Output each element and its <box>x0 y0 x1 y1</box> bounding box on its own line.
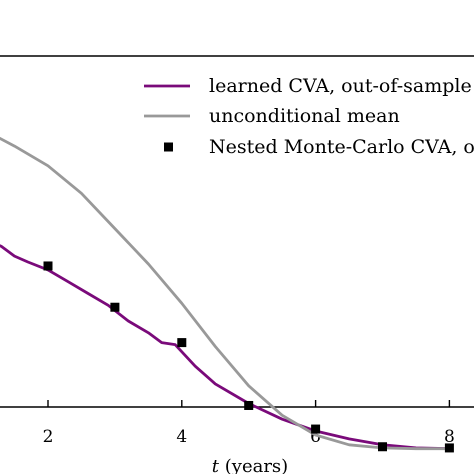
x-tick-label: 6 <box>310 427 321 447</box>
series-marker-point <box>110 302 120 312</box>
series-line-1 <box>0 136 451 451</box>
series-marker-point <box>444 443 454 453</box>
legend: learned CVA, out-of-sample unconditional … <box>144 75 474 158</box>
x-ticks: 2 4 6 8 <box>43 400 455 447</box>
series-marker-point <box>244 400 254 410</box>
legend-marker <box>164 142 173 152</box>
series-marker-point <box>43 261 53 271</box>
x-axis-label: t (years) <box>212 456 288 474</box>
legend-label-0: learned CVA, out-of-sample <box>209 75 472 97</box>
legend-label-1: unconditional mean <box>209 105 400 127</box>
legend-label-2: Nested Monte-Carlo CVA, o <box>209 136 474 158</box>
series-marker-point <box>378 442 387 452</box>
x-tick-label: 4 <box>176 427 187 447</box>
x-tick-label: 8 <box>444 427 455 447</box>
series-layer <box>0 136 454 453</box>
x-axis-label-var: t <box>212 456 220 474</box>
series-line-0 <box>0 244 451 451</box>
x-axis-label-unit: (years) <box>219 456 288 474</box>
x-tick-label: 2 <box>43 427 54 447</box>
plot-area: 2 4 6 8 <box>0 55 474 453</box>
series-marker-point <box>177 338 187 348</box>
series-marker-point <box>311 424 321 434</box>
